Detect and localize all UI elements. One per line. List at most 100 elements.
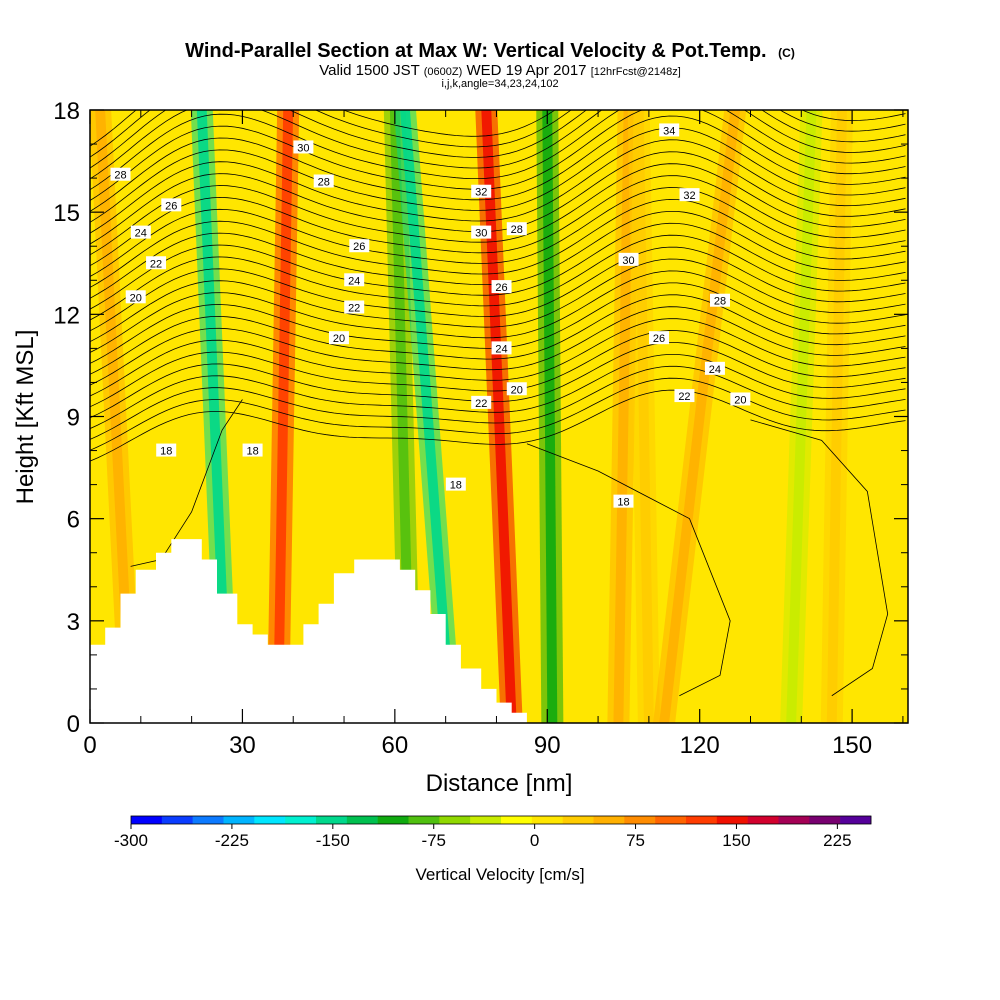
- y-tick-label: 15: [53, 200, 80, 227]
- chart-subtitle-2: i,j,k,angle=34,23,24,102: [441, 78, 558, 90]
- contour-label-text: 22: [348, 303, 360, 315]
- contour-label: 28: [313, 174, 334, 189]
- contour-label-text: 30: [622, 255, 634, 267]
- contour-label-text: 34: [663, 125, 675, 137]
- y-tick-label: 12: [53, 302, 80, 329]
- contour-label: 18: [242, 443, 263, 458]
- pot-temp-contour: [750, 419, 889, 697]
- velocity-band-core: [273, 110, 294, 723]
- pot-temp-contour: [90, 365, 906, 440]
- velocity-band-core: [786, 110, 817, 723]
- contour-label: 22: [146, 256, 167, 270]
- x-tick-label: 90: [534, 732, 561, 759]
- velocity-shading: [90, 110, 853, 723]
- colorbar-swatch: [285, 816, 317, 824]
- contour-label-text: 18: [160, 446, 172, 458]
- colorbar-swatch: [686, 816, 718, 824]
- y-tick-label: 0: [67, 711, 80, 738]
- title-mark: (C): [778, 46, 795, 60]
- colorbar-swatch: [439, 816, 471, 824]
- pot-temp-contour: [90, 198, 906, 288]
- contour-label: 28: [506, 222, 527, 236]
- pot-temp-contour: [130, 399, 243, 567]
- pot-temp-contour: [90, 306, 906, 386]
- x-tick-label: 0: [83, 732, 96, 759]
- colorbar-frame: [130, 815, 872, 825]
- contour-label-text: 26: [165, 200, 177, 212]
- colorbar-swatch: [778, 816, 810, 824]
- y-axis: 0 3 6 9 12 15 18: [53, 98, 908, 738]
- pot-temp-contour: [90, 318, 906, 397]
- pot-temp-contour: [90, 139, 906, 234]
- contour-label: 30: [471, 225, 492, 240]
- contour-label-text: 32: [475, 187, 487, 199]
- colorbar-swatch: [747, 816, 779, 824]
- contour-label-text: 18: [450, 480, 462, 492]
- contour-label: 22: [344, 300, 365, 315]
- contour-label-text: 32: [683, 190, 695, 202]
- contour-label-text: 22: [678, 391, 690, 403]
- contour-label-text: 28: [714, 296, 726, 308]
- colorbar: -300 -225 -150 -75 0 75 150 225: [114, 815, 872, 850]
- contour-label: 18: [613, 494, 634, 509]
- velocity-band-core: [400, 110, 456, 723]
- pot-temp-contour: [90, 110, 906, 147]
- x-tick-label: 120: [680, 732, 720, 759]
- contour-label: 32: [679, 188, 700, 202]
- pot-temp-contour: [90, 115, 906, 212]
- pot-temp-contour: [90, 234, 906, 321]
- contour-label-text: 26: [353, 241, 365, 253]
- contour-label: 28: [710, 293, 731, 308]
- contour-label: 18: [156, 443, 177, 458]
- terrain: [90, 539, 908, 723]
- contour-label: 30: [618, 252, 639, 267]
- contour-label-text: 20: [511, 384, 523, 396]
- velocity-band-core: [542, 110, 558, 723]
- velocity-band-core: [196, 110, 233, 723]
- contour-label: 22: [471, 395, 492, 410]
- pot-temp-contour: [90, 270, 906, 353]
- pot-temp-contour: [90, 330, 906, 408]
- contour-label: 26: [491, 280, 512, 294]
- velocity-band-core: [659, 110, 741, 723]
- contour-label-text: 18: [246, 446, 258, 458]
- pot-temp-contour: [90, 127, 906, 223]
- contour-label-text: 24: [348, 275, 360, 287]
- contour-label: 20: [328, 331, 349, 345]
- contour-label-text: 26: [495, 282, 507, 294]
- contour-label: 22: [674, 389, 695, 403]
- plot-area: 18 18 18 18 20 20 20 20 22 22 22 22 24 24 24 24 26 26 26 26…: [90, 110, 908, 723]
- contour-label: 20: [730, 392, 751, 406]
- contour-label: 20: [506, 382, 527, 396]
- pot-temp-contour: [90, 110, 906, 191]
- contour-label-text: 28: [114, 170, 126, 182]
- contour-label-text: 18: [617, 497, 629, 509]
- y-axis-label: Height [Kft MSL]: [12, 330, 39, 505]
- colorbar-swatch: [254, 816, 286, 824]
- pot-temp-contour: [90, 377, 906, 451]
- colorbar-tick-label: -300: [114, 831, 148, 850]
- contour-label-text: 20: [130, 292, 142, 304]
- pot-temp-contour: [90, 110, 906, 201]
- colorbar-swatch: [655, 816, 687, 824]
- contour-label-text: 28: [511, 224, 523, 236]
- x-tick-label: 30: [229, 732, 256, 759]
- contour-label: 24: [344, 273, 365, 287]
- contour-label: 30: [293, 140, 314, 154]
- contour-label-text: 24: [135, 228, 147, 240]
- contour-label-text: 22: [150, 258, 162, 270]
- y-tick-label: 3: [67, 609, 80, 636]
- contour-label-text: 24: [709, 364, 721, 376]
- velocity-band-core: [95, 110, 136, 723]
- pot-temp-contour: [90, 246, 906, 332]
- y-tick-label: 9: [67, 405, 80, 432]
- contour-label: 20: [125, 290, 146, 304]
- contour-label-text: 26: [653, 333, 665, 345]
- colorbar-swatch: [192, 816, 224, 824]
- pot-temp-contour: [90, 110, 906, 169]
- contour-label-text: 20: [333, 333, 345, 345]
- colorbar-swatch: [377, 816, 409, 824]
- pot-temp-contour: [90, 110, 906, 158]
- contour-label: 24: [704, 361, 725, 376]
